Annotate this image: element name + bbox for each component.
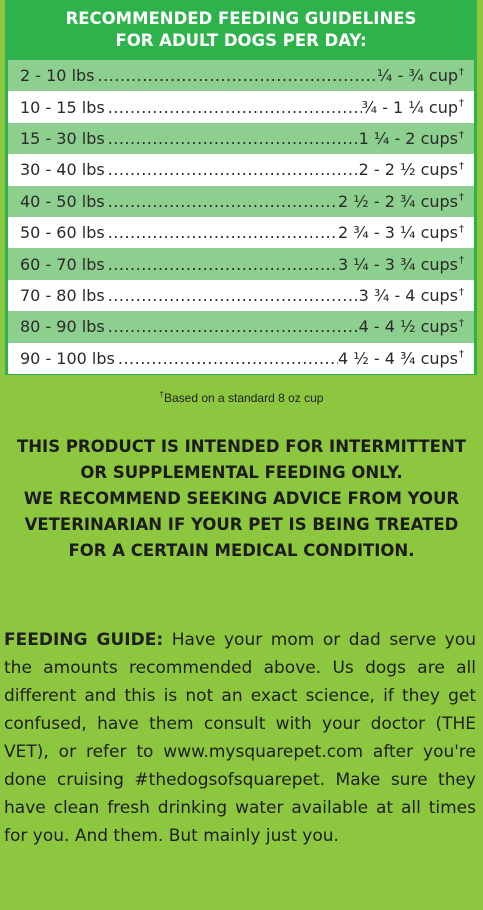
- dagger-mark: †: [459, 129, 464, 141]
- row-weight: 40 - 50 lbs: [20, 191, 105, 211]
- row-amount: 1 ¼ - 2 cups†: [358, 128, 464, 148]
- dagger-mark: †: [459, 223, 464, 235]
- row-weight: 15 - 30 lbs: [20, 128, 105, 148]
- row-amount: 3 ¾ - 4 cups†: [358, 285, 464, 305]
- row-weight: 60 - 70 lbs: [20, 254, 105, 274]
- dagger-mark: †: [459, 161, 464, 173]
- notice-line-2: OR SUPPLEMENTAL FEEDING ONLY.: [80, 463, 403, 482]
- table-row: 80 - 90 lbs ............................…: [8, 311, 474, 343]
- row-weight: 10 - 15 lbs: [20, 97, 105, 117]
- table-rows: 2 - 10 lbs .............................…: [8, 60, 474, 374]
- row-amount: ¼ - ¾ cup†: [376, 66, 464, 86]
- row-amount: 2 ¾ - 3 ¼ cups†: [337, 223, 464, 243]
- notice-line-4: VETERINARIAN IF YOUR PET IS BEING TREATE…: [24, 515, 459, 534]
- dagger-mark: †: [459, 66, 464, 78]
- row-weight: 80 - 90 lbs: [20, 317, 105, 337]
- row-weight: 30 - 40 lbs: [20, 160, 105, 180]
- row-amount: 4 ½ - 4 ¾ cups†: [337, 348, 464, 368]
- row-amount: 2 - 2 ½ cups†: [358, 160, 464, 180]
- row-leader-dots: ........................................…: [107, 97, 362, 117]
- footnote-text: Based on a standard 8 oz cup: [164, 391, 324, 405]
- table-row: 50 - 60 lbs ............................…: [8, 216, 474, 249]
- row-amount: 2 ½ - 2 ¾ cups†: [337, 191, 464, 211]
- table-header-line-1: RECOMMENDED FEEDING GUIDELINES: [65, 9, 417, 28]
- row-weight: 90 - 100 lbs: [20, 348, 115, 368]
- row-leader-dots: ........................................…: [97, 66, 377, 86]
- row-amount: 4 - 4 ½ cups†: [358, 317, 464, 337]
- table-header: RECOMMENDED FEEDING GUIDELINES FOR ADULT…: [8, 0, 474, 60]
- notice-line-3: WE RECOMMEND SEEKING ADVICE FROM YOUR: [23, 489, 460, 508]
- feeding-guide-text: Have your mom or dad serve you the amoun…: [4, 630, 476, 846]
- dagger-mark: †: [159, 390, 164, 399]
- table-row: 10 - 15 lbs ............................…: [8, 91, 474, 123]
- table-row: 2 - 10 lbs .............................…: [8, 60, 474, 92]
- feeding-guide-paragraph: FEEDING GUIDE: Have your mom or dad serv…: [4, 626, 476, 850]
- row-leader-dots: ........................................…: [107, 254, 338, 274]
- row-amount: ¾ - 1 ¼ cup†: [361, 97, 464, 117]
- row-leader-dots: ........................................…: [107, 128, 359, 148]
- dagger-mark: †: [459, 98, 464, 110]
- row-weight: 50 - 60 lbs: [20, 223, 105, 243]
- dagger-mark: †: [459, 317, 464, 329]
- row-leader-dots: ........................................…: [107, 191, 338, 211]
- notice-line-1: THIS PRODUCT IS INTENDED FOR INTERMITTEN…: [16, 437, 467, 456]
- row-leader-dots: ........................................…: [107, 285, 359, 305]
- dagger-mark: †: [459, 192, 464, 204]
- intermittent-feeding-notice: THIS PRODUCT IS INTENDED FOR INTERMITTEN…: [0, 434, 483, 564]
- table-row: 90 - 100 lbs ...........................…: [8, 342, 474, 374]
- table-row: 15 - 30 lbs ............................…: [8, 122, 474, 155]
- dagger-mark: †: [459, 255, 464, 267]
- feeding-table: RECOMMENDED FEEDING GUIDELINES FOR ADULT…: [5, 0, 477, 375]
- row-leader-dots: ........................................…: [107, 317, 359, 337]
- feeding-guide-label: FEEDING GUIDE:: [4, 630, 164, 650]
- table-row: 60 - 70 lbs ............................…: [8, 248, 474, 280]
- row-leader-dots: ........................................…: [117, 348, 338, 368]
- row-leader-dots: ........................................…: [107, 160, 359, 180]
- dagger-mark: †: [459, 349, 464, 361]
- cup-footnote: †Based on a standard 8 oz cup: [0, 390, 483, 405]
- table-row: 70 - 80 lbs ............................…: [8, 279, 474, 312]
- row-weight: 70 - 80 lbs: [20, 285, 105, 305]
- dagger-mark: †: [459, 286, 464, 298]
- notice-line-5: FOR A CERTAIN MEDICAL CONDITION.: [68, 541, 415, 560]
- row-leader-dots: ........................................…: [107, 223, 338, 243]
- table-row: 30 - 40 lbs ............................…: [8, 154, 474, 186]
- table-header-line-2: FOR ADULT DOGS PER DAY:: [115, 31, 367, 50]
- table-row: 40 - 50 lbs ............................…: [8, 185, 474, 217]
- row-weight: 2 - 10 lbs: [20, 66, 95, 86]
- row-amount: 3 ¼ - 3 ¾ cups†: [337, 254, 464, 274]
